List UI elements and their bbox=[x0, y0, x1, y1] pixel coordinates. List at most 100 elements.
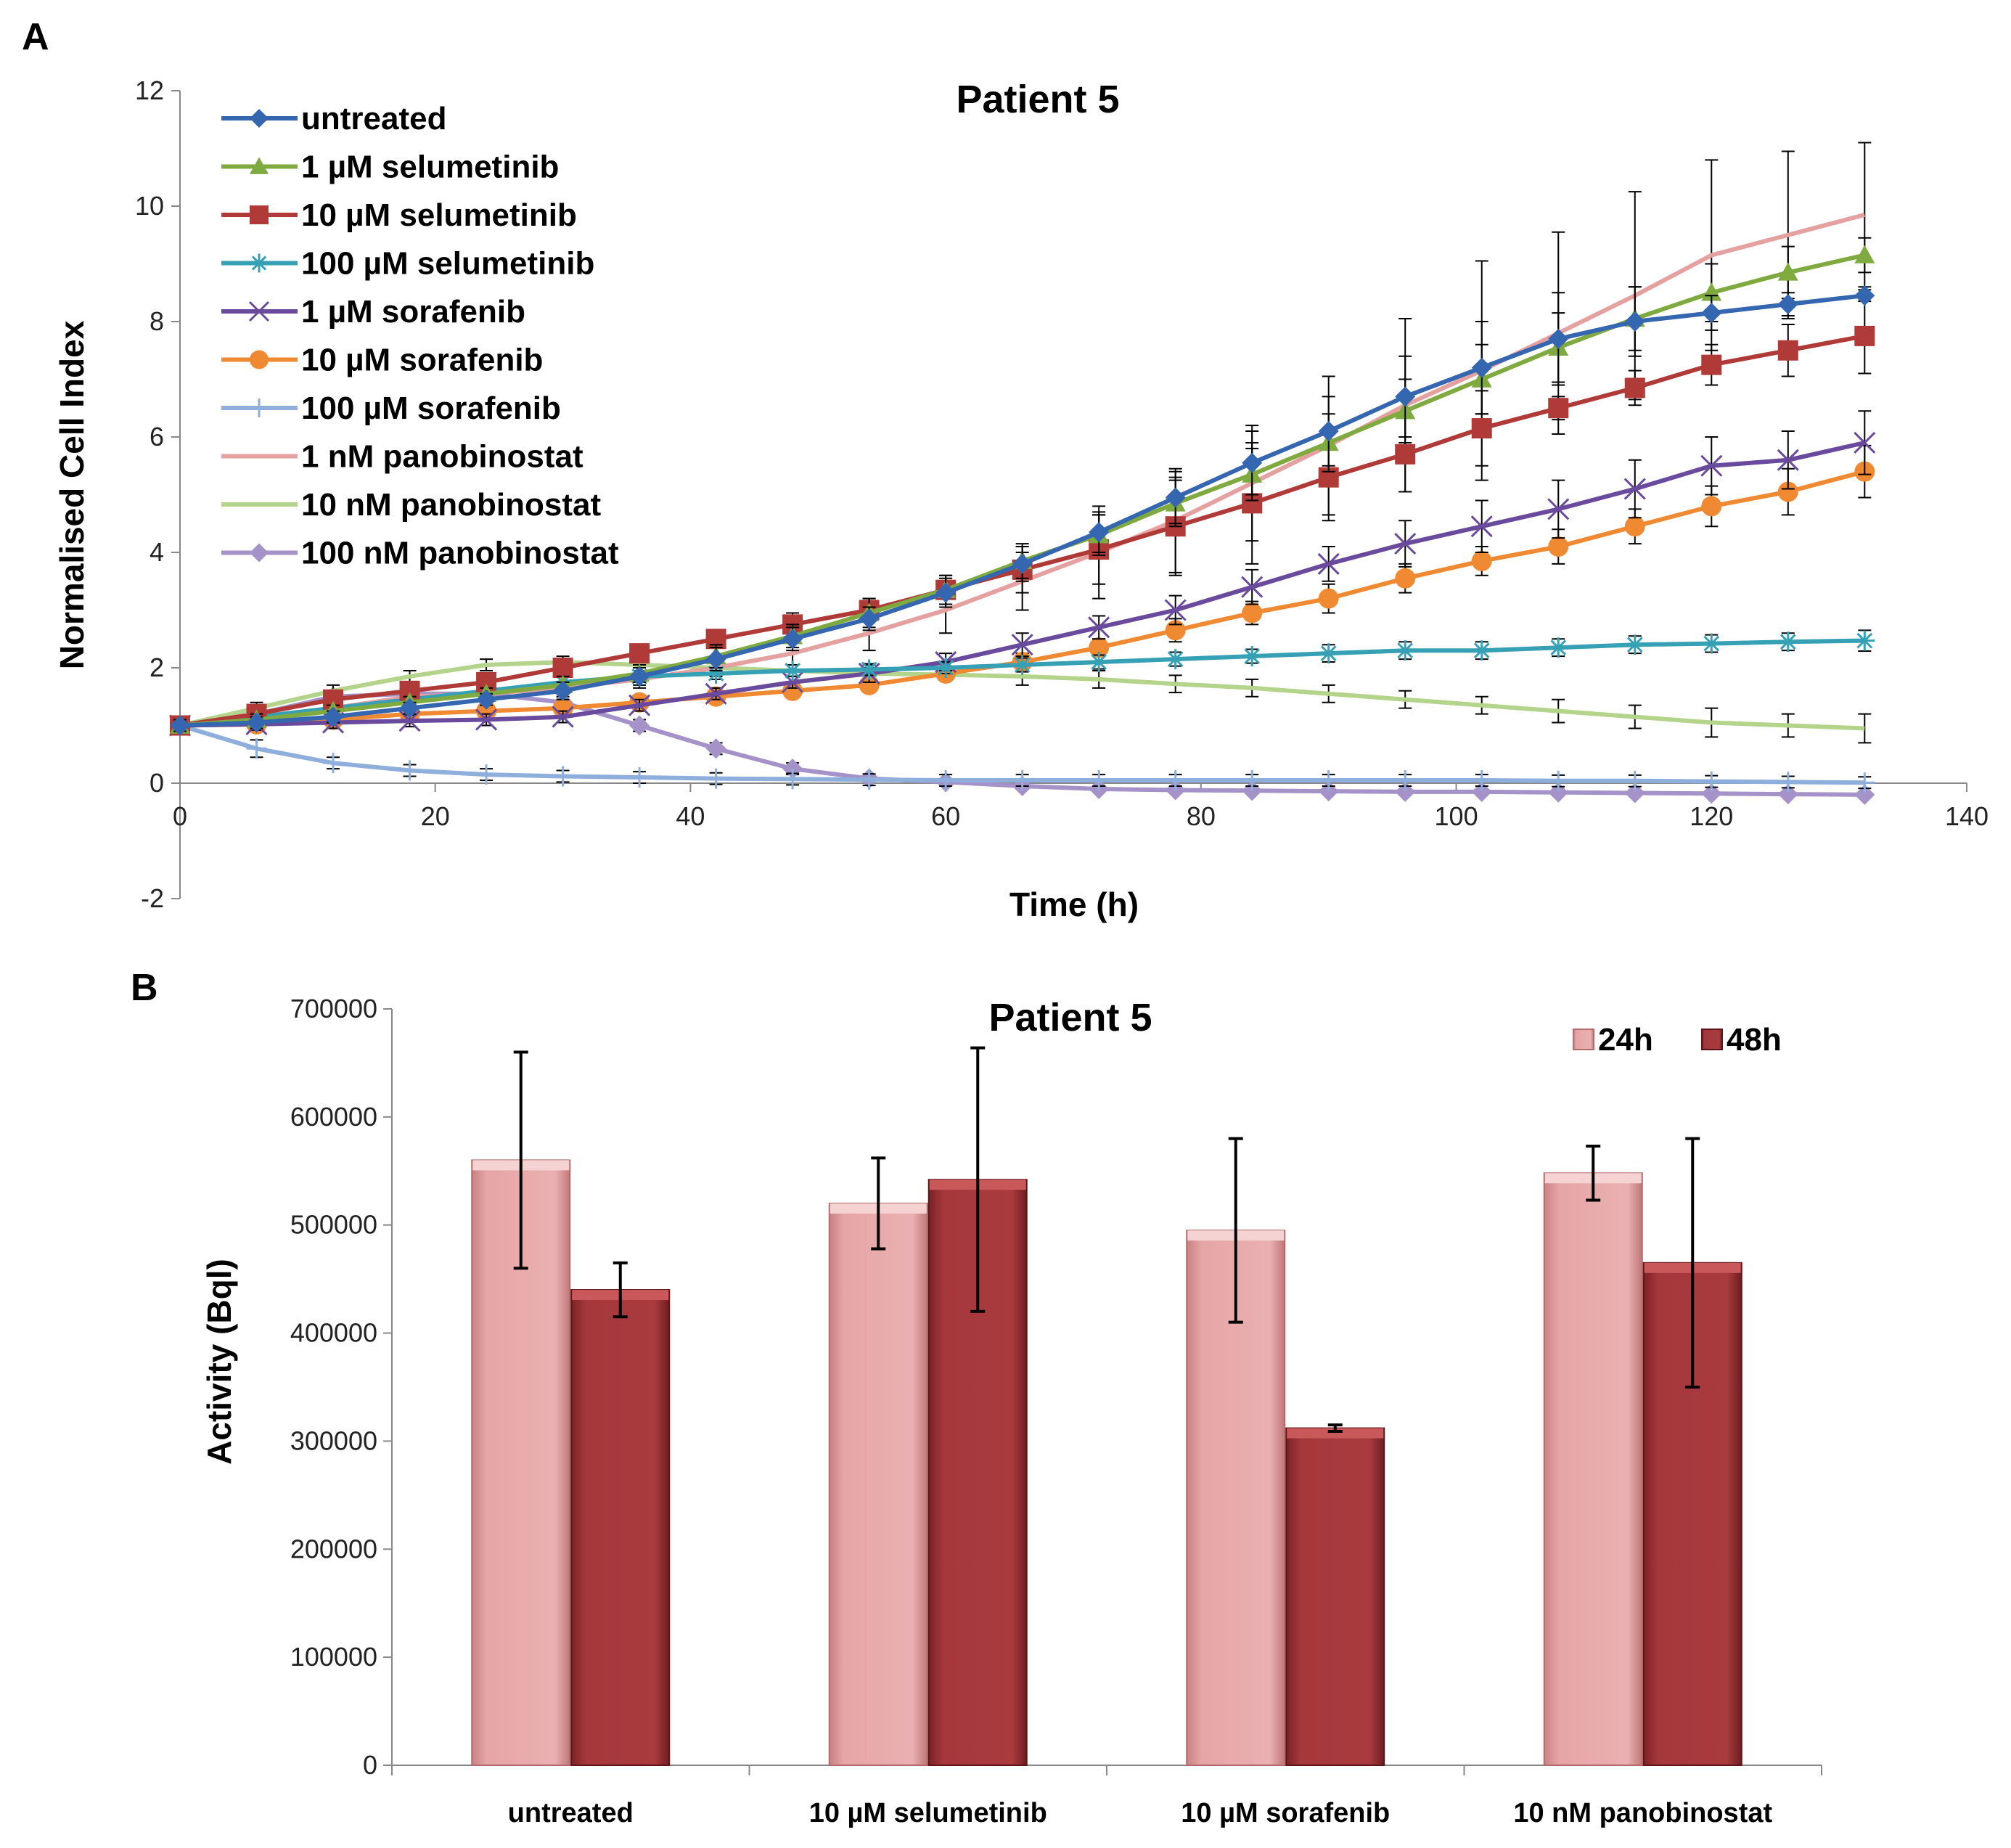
legend-item-100-um-sorafenib: 100 µM sorafenib bbox=[221, 391, 561, 426]
data-point bbox=[1012, 770, 1033, 791]
data-point bbox=[859, 608, 880, 629]
y-tick-label: 10 bbox=[135, 191, 164, 221]
data-point bbox=[1395, 386, 1416, 407]
data-point bbox=[1165, 649, 1186, 670]
legend-item-untreated: untreated bbox=[221, 101, 446, 136]
legend-item-10-um-sorafenib: 10 µM sorafenib bbox=[221, 343, 543, 378]
data-point bbox=[1318, 588, 1339, 609]
y-tick-label: 6 bbox=[150, 422, 164, 451]
data-point bbox=[476, 764, 497, 785]
bar-error-bar bbox=[970, 1046, 986, 1313]
y-tick-label: 12 bbox=[135, 75, 164, 105]
bar bbox=[1543, 1172, 1643, 1766]
data-point bbox=[1701, 303, 1722, 324]
category-label: 10 µM selumetinib bbox=[809, 1798, 1047, 1828]
data-point bbox=[1242, 452, 1263, 473]
legend-label: 100 nM panobinostat bbox=[301, 536, 619, 571]
data-point bbox=[705, 663, 726, 684]
bar-chart-title: Patient 5 bbox=[988, 996, 1152, 1039]
data-point bbox=[705, 768, 726, 789]
data-point bbox=[859, 769, 880, 790]
bar-legend-swatch bbox=[1573, 1029, 1594, 1050]
y-tick-label: 2 bbox=[150, 653, 164, 682]
data-point bbox=[1777, 784, 1798, 805]
series-untreated bbox=[170, 285, 1875, 736]
legend-label: 100 µM sorafenib bbox=[301, 391, 561, 426]
data-point bbox=[782, 629, 803, 650]
data-point bbox=[782, 671, 804, 693]
data-point bbox=[1164, 599, 1187, 621]
data-point bbox=[1089, 637, 1110, 658]
bar-legend-item-24h: 24h bbox=[1573, 1022, 1653, 1058]
bar-y-tick-label: 0 bbox=[363, 1750, 377, 1780]
data-point bbox=[246, 712, 267, 733]
data-point bbox=[1624, 516, 1645, 537]
legend-swatch-marker bbox=[250, 350, 269, 369]
category-label: 10 µM sorafenib bbox=[1181, 1798, 1390, 1828]
data-point bbox=[705, 738, 726, 759]
data-point bbox=[1395, 770, 1416, 791]
data-point bbox=[1395, 568, 1416, 589]
data-point bbox=[1089, 770, 1110, 791]
data-point bbox=[1548, 770, 1569, 791]
data-point bbox=[1701, 633, 1722, 654]
data-point bbox=[1318, 643, 1339, 664]
data-point bbox=[1317, 552, 1340, 575]
legend-item-100-nm-panobinostat: 100 nM panobinostat bbox=[221, 536, 619, 571]
data-point bbox=[1165, 487, 1186, 508]
data-point bbox=[1318, 770, 1339, 791]
data-point bbox=[1854, 630, 1875, 651]
x-tick-label: 60 bbox=[931, 801, 960, 831]
bar-top-highlight bbox=[1287, 1428, 1384, 1439]
data-point bbox=[1777, 340, 1798, 361]
bar-y-tick-label: 100000 bbox=[290, 1642, 377, 1672]
bar bbox=[1285, 1427, 1385, 1766]
data-point bbox=[859, 659, 880, 680]
bar-series-24h bbox=[471, 1050, 1643, 1766]
legend-label: untreated bbox=[301, 101, 446, 136]
bar-series-48h bbox=[570, 1046, 1742, 1767]
data-point bbox=[1548, 328, 1569, 349]
legend-swatch-marker bbox=[250, 398, 269, 417]
data-point bbox=[552, 680, 573, 701]
line-chart-xlabel: Time (h) bbox=[1009, 886, 1139, 923]
x-tick-label: 100 bbox=[1435, 801, 1478, 831]
data-point bbox=[170, 715, 190, 736]
bar-error-bar bbox=[1327, 1423, 1343, 1434]
x-tick-label: 140 bbox=[1945, 801, 1989, 831]
x-tick-label: 20 bbox=[421, 801, 450, 831]
data-point bbox=[782, 660, 803, 681]
data-point bbox=[1471, 640, 1492, 661]
data-point bbox=[1854, 772, 1875, 793]
data-point bbox=[1242, 770, 1263, 791]
bar-error-bar bbox=[1685, 1137, 1700, 1389]
x-tick-label: 80 bbox=[1187, 801, 1216, 831]
data-point bbox=[323, 706, 344, 727]
y-tick-label: 4 bbox=[150, 537, 164, 567]
legend-label: 1 µM selumetinib bbox=[301, 150, 559, 185]
bar-legend-swatch bbox=[1701, 1029, 1723, 1050]
bar-chart-axes: 0 100000 200000 300000 400000 500000 600000 700… bbox=[290, 994, 1822, 1828]
data-point bbox=[552, 658, 573, 678]
data-point bbox=[399, 760, 420, 781]
bar bbox=[570, 1289, 671, 1766]
data-point bbox=[1701, 783, 1722, 804]
bar-chart-ylabel: Activity (Bql) bbox=[200, 1259, 238, 1465]
bar-error-bar bbox=[871, 1156, 886, 1251]
data-point bbox=[1777, 631, 1798, 653]
data-point bbox=[1470, 515, 1493, 538]
data-point bbox=[1242, 646, 1263, 667]
data-point bbox=[1624, 634, 1645, 655]
data-point bbox=[1624, 782, 1645, 804]
data-point bbox=[1088, 616, 1110, 639]
bar-error-bar bbox=[513, 1050, 528, 1270]
data-point bbox=[399, 698, 420, 719]
data-point bbox=[246, 738, 267, 759]
bar-legend-item-48h: 48h bbox=[1701, 1022, 1782, 1058]
data-point bbox=[935, 770, 957, 791]
data-point bbox=[1624, 311, 1645, 332]
data-point bbox=[1854, 245, 1875, 263]
legend-swatch-marker bbox=[250, 205, 269, 224]
legend-swatch-marker bbox=[250, 253, 269, 273]
